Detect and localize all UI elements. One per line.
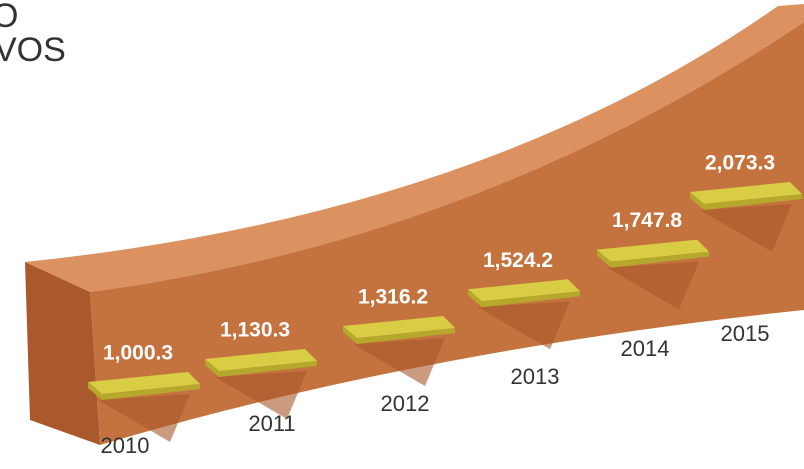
year-label: 2015 — [721, 321, 770, 346]
step-edge — [343, 326, 455, 345]
value-label: 1,524.2 — [483, 249, 553, 272]
step-edge — [88, 382, 200, 400]
value-label: 1,130.3 — [220, 319, 290, 342]
chart-title: VOS — [0, 31, 66, 69]
year-label: 2014 — [621, 336, 670, 361]
step-shadow — [478, 301, 570, 350]
step-edge — [468, 289, 580, 308]
step — [597, 239, 709, 262]
year-label: 2012 — [381, 391, 430, 416]
step — [468, 279, 580, 302]
year-label: 2011 — [248, 411, 295, 436]
step-shadow — [98, 394, 190, 442]
value-label: 1,747.8 — [612, 209, 682, 232]
value-label: 2,073.3 — [705, 152, 775, 175]
step-shadow — [607, 261, 699, 310]
step — [343, 316, 455, 339]
wall-top — [25, 4, 804, 292]
step — [690, 182, 802, 204]
step-shadow — [700, 204, 792, 252]
chart-title: O — [0, 0, 18, 35]
step-edge — [205, 358, 317, 377]
value-label: 1,316.2 — [358, 286, 428, 309]
step — [88, 372, 200, 394]
step-shadow — [353, 338, 445, 387]
step-edge — [690, 192, 802, 210]
wall-front — [90, 22, 804, 445]
year-label: 2010 — [101, 433, 150, 458]
step — [205, 348, 317, 371]
steps: 1,000.3 2010 1,130.3 2011 1,316.2 2012 1,524.2… — [88, 152, 802, 458]
value-label: 1,000.3 — [103, 342, 173, 365]
wall-side — [25, 262, 100, 445]
step-shadow — [215, 370, 307, 419]
step-edge — [597, 249, 709, 268]
year-label: 2013 — [511, 364, 560, 389]
